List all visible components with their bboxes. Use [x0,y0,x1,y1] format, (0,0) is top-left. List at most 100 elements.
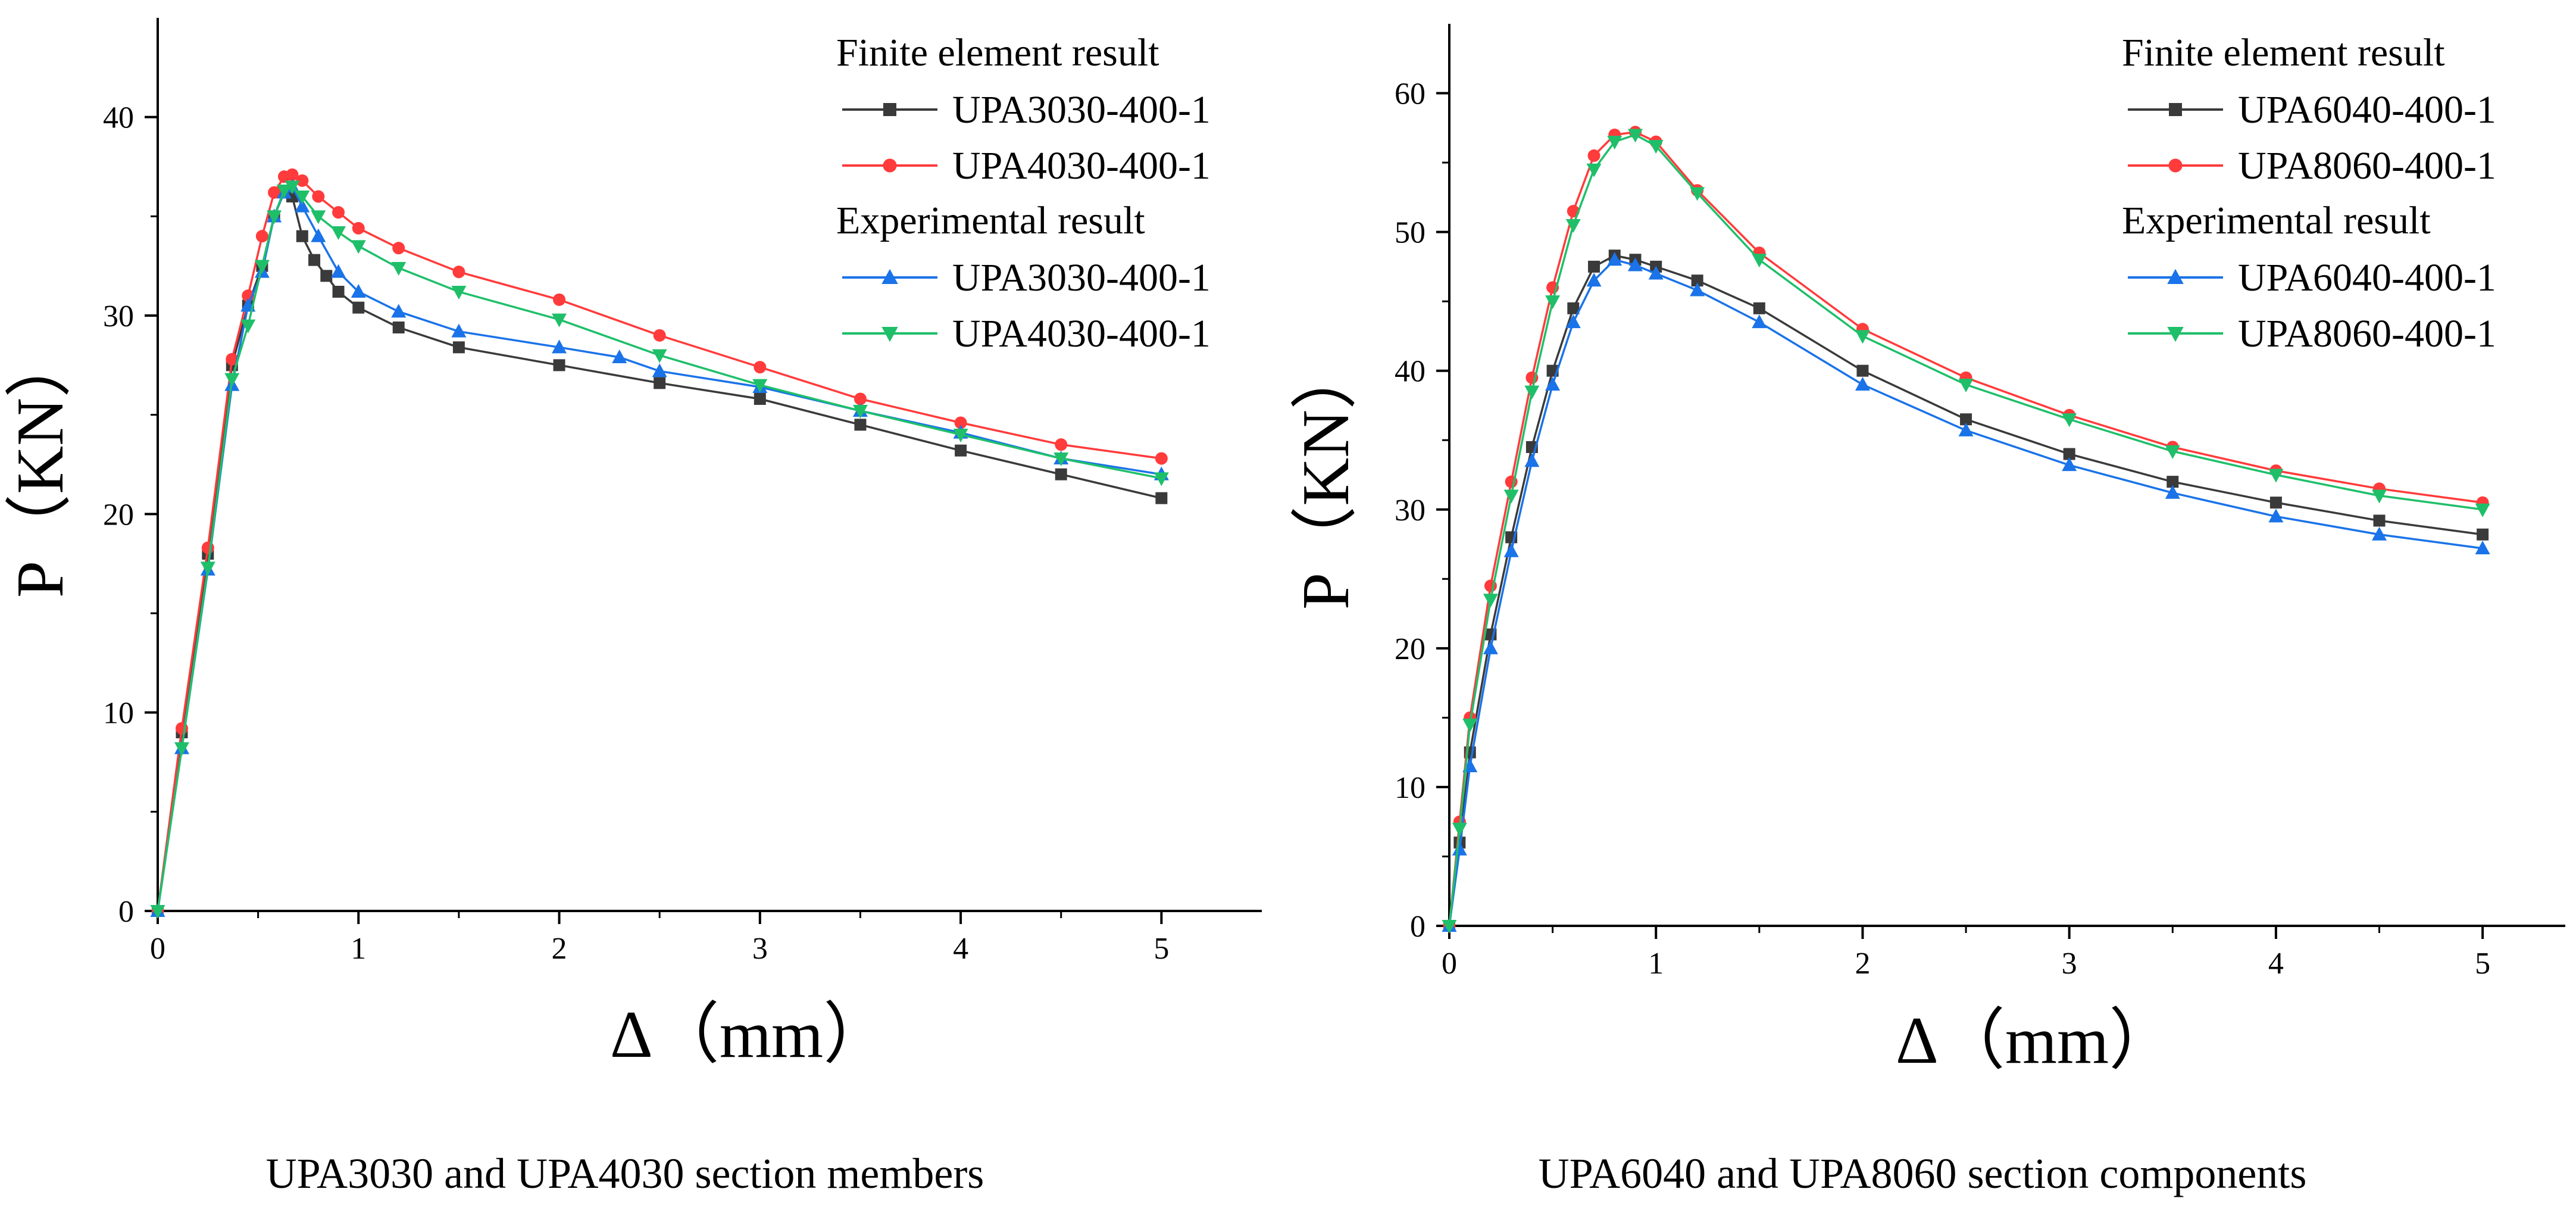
y-tick-label: 0 [118,895,134,929]
data-point [1055,438,1068,451]
y-tick-label: 10 [1395,771,1425,805]
data-point [552,313,567,327]
legend-entry: UPA8060-400-1 [2238,144,2496,188]
x-tick-label: 5 [1153,932,1169,966]
data-point [1855,377,1870,391]
data-point [1155,492,1168,504]
legend-entry: UPA6040-400-1 [2238,88,2496,132]
legend-title: Experimental result [836,199,1145,242]
data-point [1587,149,1600,162]
data-point [312,190,325,203]
y-tick-label: 60 [1395,77,1425,111]
data-point [1648,140,1664,154]
legend-title: Finite element result [836,31,1159,74]
data-point [1524,453,1540,467]
data-point [652,363,667,377]
y-tick-label: 30 [1395,494,1425,528]
data-point [1607,136,1622,150]
x-axis-label: Δ（mm） [1896,1004,2175,1078]
data-point [1462,719,1478,733]
data-point [331,226,346,240]
data-point [1607,252,1622,266]
data-point [285,180,300,195]
data-point [352,221,365,235]
x-tick-label: 0 [150,932,165,966]
data-point [854,392,867,405]
data-point [295,191,310,204]
data-point [2475,503,2490,517]
data-point [311,210,326,224]
data-point [1752,254,1767,268]
data-point [1753,302,1765,314]
y-axis-label: P（KN） [4,331,77,598]
legend-swatch-marker [881,269,898,284]
data-point [1155,452,1168,465]
legend-entry: UPA4030-400-1 [952,144,1211,188]
data-point [268,186,281,199]
y-tick-label: 40 [1395,355,1425,389]
x-tick-label: 3 [752,932,768,966]
data-point [1691,274,1703,287]
data-point [1053,453,1069,466]
data-point [451,286,467,299]
data-point [1545,295,1561,310]
data-point [332,206,345,219]
data-point [1524,385,1540,400]
data-point [1588,260,1600,273]
chart-left: 0 1 2 3 4 5 0 10 20 30 40 Δ（mm） P（KN） Finite element … [4,18,1262,1072]
y-tick-label: 0 [1410,910,1425,944]
data-point [295,198,310,213]
data-point [1586,273,1602,287]
data-point [320,270,333,282]
data-point [150,905,165,919]
legend-swatch-marker [883,158,897,173]
data-point [452,266,465,279]
legend-swatch-marker [2167,269,2184,284]
data-point [954,416,967,429]
data-point [351,240,366,254]
data-point [2165,445,2180,459]
data-point [1567,302,1580,314]
x-tick-label: 4 [2268,947,2284,981]
data-point [240,319,256,333]
data-point [452,341,465,354]
data-point [2373,514,2386,527]
y-tick-label: 40 [103,101,134,135]
series-3 [1442,129,2490,934]
data-point [1503,489,1519,504]
x-axis-label: Δ（mm） [610,998,890,1072]
data-point [1586,163,1602,177]
series-line [1448,258,2483,926]
data-point [226,352,239,366]
x-tick-label: 0 [1442,947,1457,981]
data-point [652,349,667,363]
data-point [1958,422,1974,436]
data-point [754,361,767,374]
data-point [1960,413,1972,426]
data-point [2167,476,2179,488]
data-point [2063,448,2075,460]
data-point [2268,508,2284,523]
data-point [267,210,282,224]
x-tick-label: 1 [351,932,366,966]
data-point [1153,472,1169,486]
data-point [2062,413,2077,427]
data-point [2477,528,2489,541]
x-tick-label: 4 [953,932,968,966]
data-point [953,429,968,442]
data-point [296,174,309,187]
data-point [1483,640,1498,654]
data-point [612,350,627,363]
legend-entry: UPA6040-400-1 [2238,256,2496,299]
data-point [311,228,326,242]
data-point [391,262,407,276]
data-point [752,379,768,393]
data-point [331,264,346,278]
series-3 [150,180,1169,919]
x-tick-label: 3 [2062,947,2077,981]
data-point [2269,497,2282,509]
data-point [351,284,366,298]
data-point [754,393,766,405]
legend-entry: UPA3030-400-1 [952,88,1211,132]
